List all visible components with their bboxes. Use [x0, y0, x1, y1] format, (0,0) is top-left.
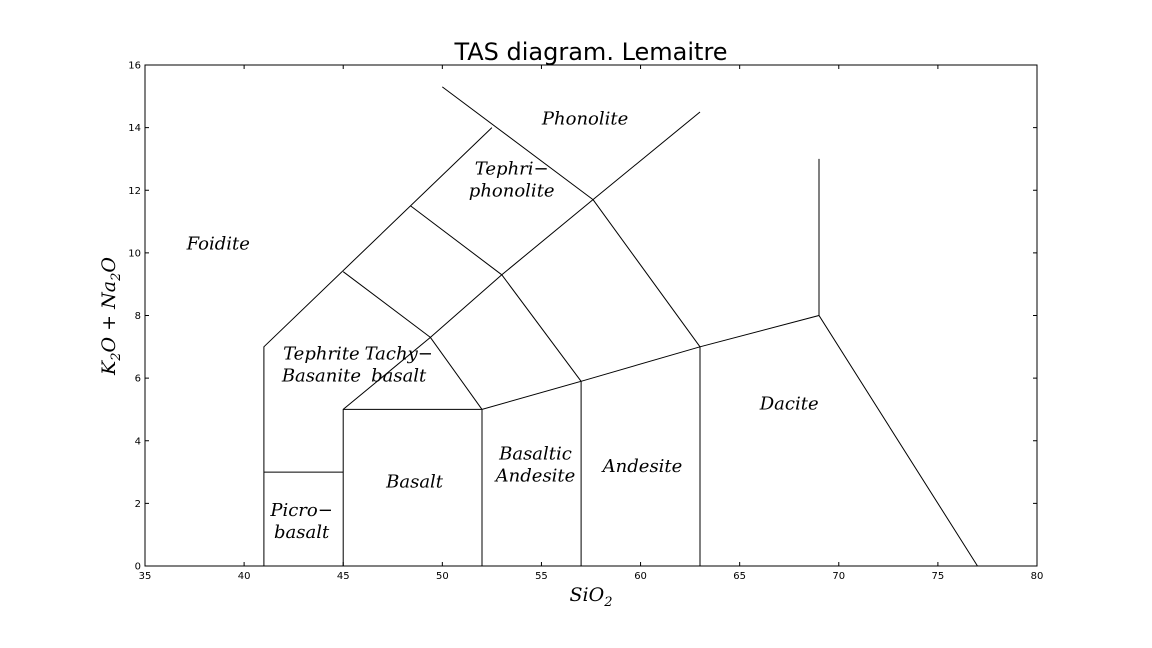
field-label-2: Tephri− phonolite	[469, 159, 555, 202]
x-tick-label-1: 40	[238, 571, 251, 582]
field-label-0: Foidite	[186, 234, 250, 255]
field-label-6: Picro− basalt	[269, 500, 332, 543]
x-tick-label-9: 80	[1031, 571, 1044, 582]
boundary-line-9	[592, 199, 701, 348]
y-tick-label-8: 16	[128, 61, 141, 72]
y-tick-label-0: 0	[135, 562, 141, 573]
field-label-1: Phonolite	[541, 109, 628, 130]
field-boundaries	[263, 86, 978, 567]
y-tick-label-4: 8	[135, 311, 141, 322]
field-label-8: Andesite	[601, 456, 683, 477]
x-axis-label: SiO2	[570, 584, 613, 610]
x-tick-label-0: 35	[139, 571, 152, 582]
boundary-line-8	[501, 274, 582, 382]
x-tick-label-8: 75	[932, 571, 945, 582]
boundary-line-1	[342, 111, 701, 566]
field-label-5: Basalt	[385, 472, 444, 493]
x-tick-label-5: 60	[634, 571, 647, 582]
y-tick-label-3: 6	[135, 374, 141, 385]
boundary-line-7	[429, 337, 483, 410]
y-tick-label-1: 2	[135, 499, 141, 510]
x-tick-label-4: 55	[535, 571, 548, 582]
boundary-line-11	[342, 271, 431, 338]
x-tick-label-6: 65	[733, 571, 746, 582]
field-label-9: Dacite	[759, 393, 819, 414]
field-label-7: Basaltic Andesite	[494, 444, 576, 487]
boundary-line-12	[442, 86, 594, 201]
y-tick-label-7: 14	[128, 123, 141, 134]
x-tick-label-7: 70	[832, 571, 845, 582]
y-tick-label-6: 12	[128, 186, 141, 197]
x-tick-label-3: 50	[436, 571, 449, 582]
boundary-line-10	[410, 205, 503, 276]
plot-frame	[144, 64, 1038, 567]
y-tick-label-5: 10	[128, 248, 141, 259]
boundary-line-0	[263, 127, 493, 566]
x-tick-label-2: 45	[337, 571, 350, 582]
field-label-3: Tephrite Basanite	[281, 343, 361, 386]
field-label-4: Tachy− basalt	[365, 343, 433, 386]
boundary-line-2	[481, 314, 978, 567]
y-tick-label-2: 4	[135, 436, 141, 447]
chart-title: TAS diagram. Lemaitre	[453, 38, 727, 66]
y-axis-label: K2O + Na2O	[98, 257, 124, 376]
y-axis-ticks: 0 2 4 6 8 10 12 14 16	[128, 61, 1037, 573]
field-labels: Foidite Phonolite Tephri− phonolite Tephrite…	[186, 109, 819, 543]
x-axis-ticks: 35 40 45 50 55 60 65 70 75 80	[139, 65, 1044, 582]
